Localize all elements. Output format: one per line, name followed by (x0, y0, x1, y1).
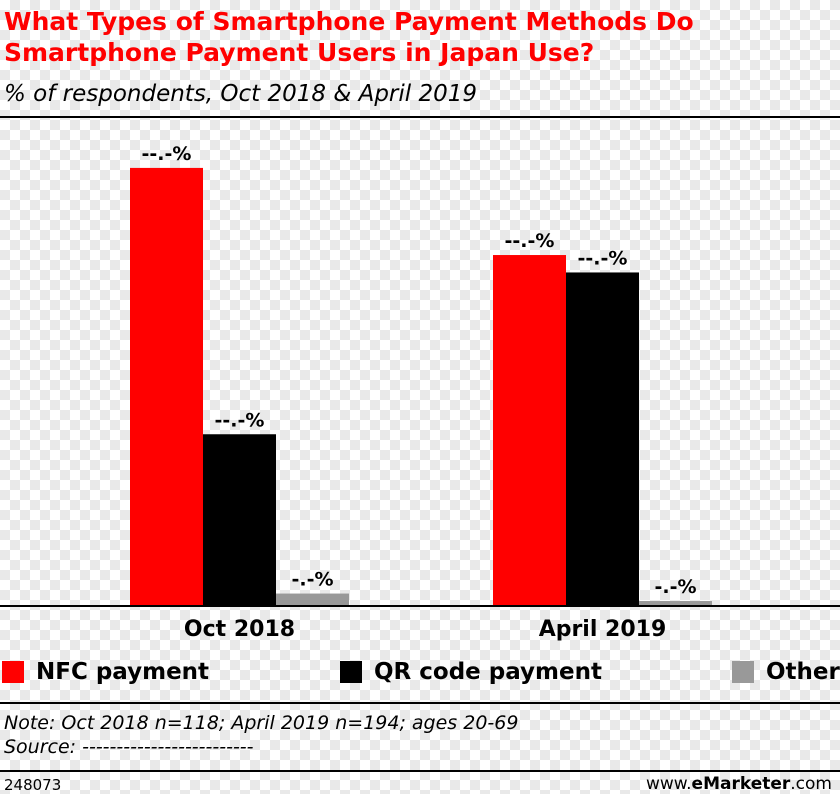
credit-suffix: .com (790, 774, 832, 794)
bottom-rule (0, 770, 840, 772)
data-label-qr-code-payment-oct-2018: --.-% (215, 409, 265, 431)
data-label-other-oct-2018: -.-% (291, 569, 333, 591)
publisher-credit: www.eMarketer.com (646, 774, 832, 794)
bar-qr-code-payment-oct-2018 (203, 434, 276, 606)
legend-item-qr: QR code payment (340, 650, 602, 694)
chart-id: 248073 (4, 776, 62, 794)
top-rule (0, 116, 840, 118)
footnote: Note: Oct 2018 n=118; April 2019 n=194; … (4, 712, 519, 734)
bar-other-april-2019 (639, 601, 712, 606)
bar-qr-code-payment-april-2019 (566, 272, 639, 606)
legend-label-qr: QR code payment (374, 659, 602, 685)
data-label-qr-code-payment-april-2019: --.-% (578, 247, 628, 269)
credit-brand: eMarketer (691, 774, 791, 794)
legend-swatch-other (732, 661, 754, 683)
legend-swatch-qr (340, 661, 362, 683)
data-label-other-april-2019: -.-% (654, 576, 696, 598)
bar-chart: --.-% --.-% -.-% Oct 2018 --.-% --.-% -.-% Apri… (0, 143, 840, 642)
category-label-april-2019: April 2019 (539, 617, 667, 642)
chart-subtitle: % of respondents, Oct 2018 & April 2019 (4, 81, 478, 107)
legend-swatch-nfc (2, 661, 24, 683)
legend-label-other: Other (766, 659, 840, 685)
data-label-nfc-payment-april-2019: --.-% (505, 230, 555, 252)
credit-prefix: www. (645, 774, 692, 794)
legend-label-nfc: NFC payment (36, 659, 210, 685)
chart-title: What Types of Smartphone Payment Methods… (4, 7, 694, 67)
legend-item-other: Other (732, 650, 840, 694)
bar-nfc-payment-april-2019 (493, 255, 566, 607)
source-line: Source: ------------------------- (4, 736, 254, 758)
footer-rule (0, 702, 840, 704)
legend: NFC payment QR code payment Other (0, 650, 840, 694)
data-label-nfc-payment-oct-2018: --.-% (142, 143, 192, 165)
category-label-oct-2018: Oct 2018 (184, 617, 295, 642)
bar-nfc-payment-oct-2018 (130, 167, 203, 607)
bar-other-oct-2018 (276, 593, 349, 606)
legend-item-nfc: NFC payment (2, 650, 209, 694)
